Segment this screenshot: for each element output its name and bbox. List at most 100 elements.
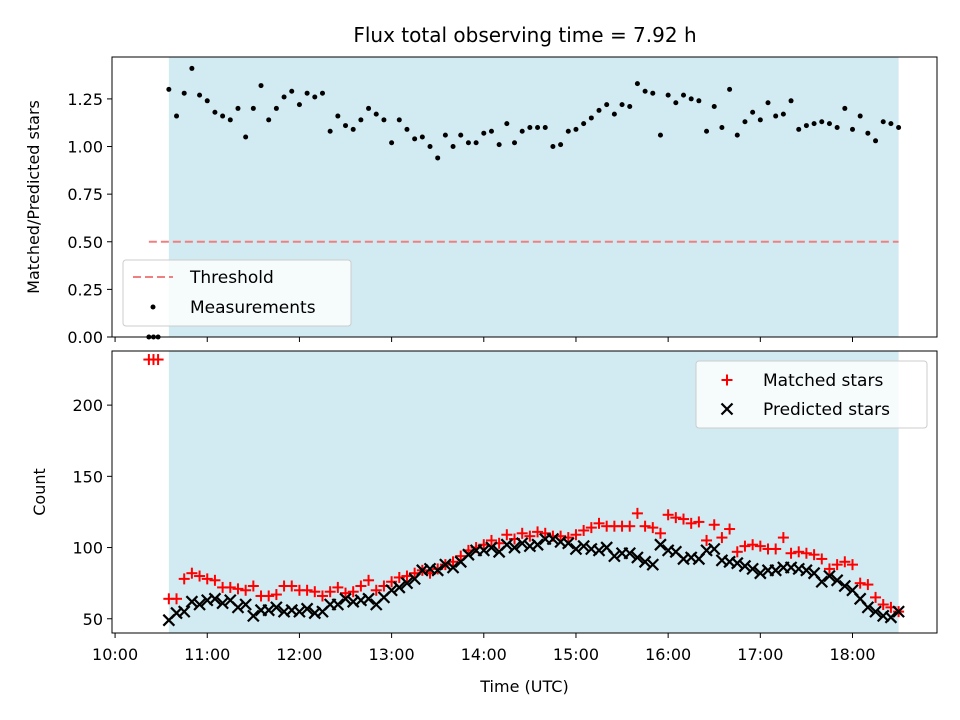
predicted-star-point	[400, 576, 414, 590]
y-tick-label: 1.00	[67, 138, 103, 157]
measurement-point	[535, 124, 541, 130]
predicted-star-point	[216, 596, 229, 610]
measurement-point	[657, 132, 663, 138]
measurement-point	[435, 155, 441, 161]
ratio-panel-frame	[111, 56, 938, 338]
predicted-star-point	[515, 536, 529, 550]
predicted-star-point	[477, 544, 491, 557]
legend-threshold-label: Threshold	[189, 268, 274, 288]
measurement-point	[289, 88, 295, 94]
measurement-point	[558, 142, 564, 148]
measurement-point	[197, 92, 203, 98]
matched-star-point	[386, 576, 398, 588]
y-tick-label: 0.00	[67, 328, 103, 347]
measurement-point	[381, 117, 387, 123]
count-panel: 50 100 150 200 10:00 11:00 12:00 13:00 14:00 15:…	[30, 350, 938, 696]
measurement-point	[343, 123, 349, 129]
measurement-point	[588, 115, 594, 121]
measurement-point	[650, 90, 656, 96]
measurement-point	[727, 86, 733, 92]
measurement-point	[427, 144, 433, 150]
y-tick-label: 100	[72, 539, 103, 558]
count-panel-frame	[111, 350, 938, 634]
matched-star-point	[309, 586, 321, 598]
predicted-star-point	[300, 602, 314, 616]
measurement-point	[450, 144, 456, 150]
matched-star-point	[286, 580, 298, 592]
matched-star-point	[270, 589, 282, 601]
predicted-star-point	[731, 556, 744, 570]
predicted-star-point	[270, 601, 283, 614]
predicted-star-point	[623, 546, 637, 560]
x-tick-label: 15:00	[553, 645, 599, 664]
matched-star-point	[877, 599, 889, 611]
measurement-point	[350, 126, 356, 132]
predicted-star-point	[508, 541, 521, 554]
ratio-legend-box	[122, 259, 352, 327]
matched-star-point	[670, 512, 682, 524]
measurement-point	[719, 124, 725, 130]
matched-star-point	[816, 553, 828, 565]
measurement-point	[865, 130, 871, 136]
matched-star-point	[724, 523, 736, 535]
y-tick-label: 0.50	[67, 233, 103, 252]
matched-star-point	[870, 591, 882, 603]
measurement-point	[527, 124, 533, 130]
y-tick-label: 0.75	[67, 185, 103, 204]
measurement-point	[366, 105, 372, 111]
measurement-point	[250, 105, 256, 111]
matched-star-point	[839, 556, 851, 568]
measurement-point	[688, 96, 694, 102]
predicted-star-point	[815, 575, 829, 589]
matched-stars-series	[143, 354, 905, 618]
matched-star-point	[701, 534, 713, 546]
matched-star-point	[209, 574, 221, 586]
measurement-point	[711, 104, 717, 110]
measurement-point	[496, 142, 502, 148]
legend-predicted-label: Predicted stars	[763, 400, 890, 420]
predicted-star-point	[293, 605, 306, 618]
predicted-star-point	[193, 598, 206, 611]
matched-star-point	[654, 527, 666, 539]
matched-star-point	[178, 573, 190, 585]
matched-star-point	[570, 529, 582, 541]
predicted-star-point	[362, 592, 375, 606]
matched-star-point	[685, 517, 697, 529]
measurement-point	[220, 113, 226, 119]
measurement-point	[604, 102, 610, 108]
measurement-point	[312, 94, 318, 100]
time-x-axis: 10:00 11:00 12:00 13:00 14:00 15:00 16:00 17:00…	[92, 633, 876, 664]
measurement-point	[581, 121, 587, 127]
predicted-star-point	[439, 558, 452, 571]
measurement-point	[842, 105, 848, 111]
x-tick-label: 10:00	[92, 645, 138, 664]
measurement-point	[757, 117, 763, 123]
measurement-point	[888, 121, 894, 127]
matched-star-point	[194, 570, 206, 582]
predicted-star-point	[531, 538, 544, 551]
predicted-star-point	[208, 592, 222, 606]
measurement-point	[803, 123, 809, 129]
measurement-point	[266, 117, 272, 123]
predicted-star-point	[577, 539, 590, 553]
predicted-star-point	[562, 536, 575, 550]
predicted-star-point	[861, 601, 875, 614]
measurement-point	[696, 98, 702, 104]
measurement-point	[512, 140, 518, 146]
measurement-point	[319, 90, 325, 96]
predicted-star-point	[738, 559, 752, 573]
legend-measurements-label: Measurements	[190, 298, 316, 318]
matched-star-point	[585, 522, 597, 534]
matched-star-point	[171, 593, 183, 605]
matched-star-point	[716, 532, 728, 544]
measurement-point	[550, 144, 556, 150]
predicted-star-point	[339, 592, 352, 606]
measurement-point	[358, 117, 364, 123]
predicted-star-point	[385, 583, 398, 597]
matched-star-point	[240, 584, 252, 596]
measurement-point	[565, 128, 571, 134]
matched-star-point	[800, 547, 812, 559]
predicted-star-point	[892, 605, 905, 618]
matched-star-point	[754, 540, 766, 552]
